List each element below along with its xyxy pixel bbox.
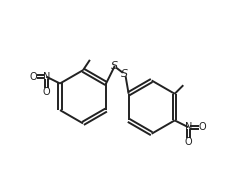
Text: S: S xyxy=(111,61,118,71)
Text: O: O xyxy=(42,87,50,97)
Text: N: N xyxy=(185,122,192,132)
Text: O: O xyxy=(185,137,192,147)
Text: N: N xyxy=(43,72,50,82)
Text: O: O xyxy=(198,122,206,132)
Text: O: O xyxy=(29,72,37,82)
Text: S: S xyxy=(121,70,128,79)
